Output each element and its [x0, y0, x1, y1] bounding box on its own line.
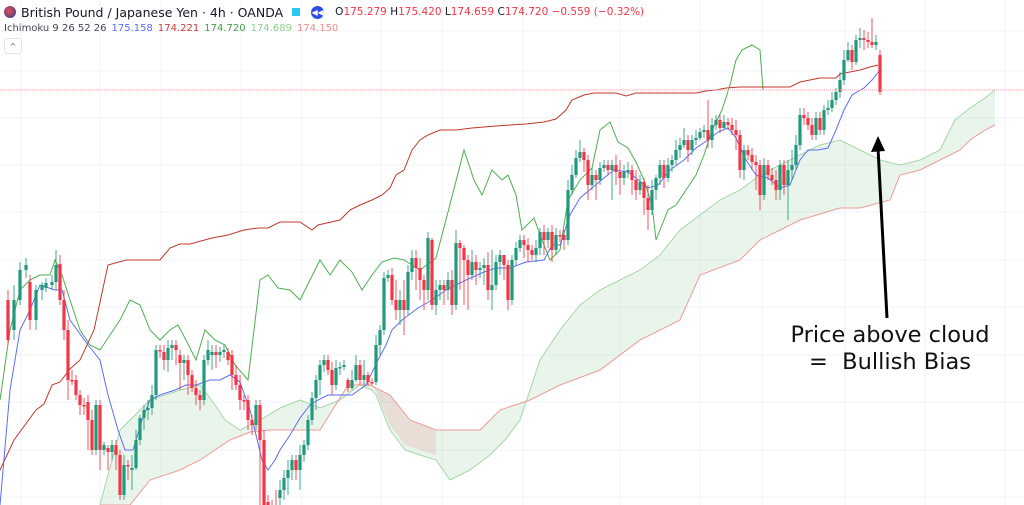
indicator-name[interactable]: Ichimoku 9 26 52 26	[4, 23, 107, 34]
gbpjpy-flag-icon	[4, 6, 16, 18]
annotation-arrow	[871, 136, 889, 319]
ichimoku-lines	[0, 44, 881, 505]
annotation-text: Price above cloud = Bullish Bias	[790, 322, 990, 375]
indicator-row[interactable]: Ichimoku 9 26 52 26 175.158 174.221 174.…	[4, 21, 644, 36]
change-value: −0.559 (−0.32%)	[551, 6, 645, 18]
collapse-legend-button[interactable]: ^	[4, 38, 22, 54]
span-a-value: 174.689	[250, 23, 292, 34]
ichimoku-cloud	[99, 89, 996, 505]
close-value: 174.720	[504, 6, 549, 18]
open-value: 175.279	[343, 6, 387, 18]
replay-rewind-icon[interactable]: ◀◀	[311, 5, 325, 19]
close-label: C	[497, 6, 505, 18]
chart-legend: British Pound / Japanese Yen · 4h · OAND…	[4, 3, 644, 36]
symbol-row: British Pound / Japanese Yen · 4h · OAND…	[4, 3, 644, 21]
low-value: 174.659	[450, 6, 495, 18]
low-label: L	[444, 6, 451, 18]
high-value: 175.420	[398, 6, 442, 18]
candles	[6, 18, 882, 505]
tenkan-value: 175.158	[111, 23, 153, 34]
open-label: O	[335, 6, 344, 18]
span-b-value: 174.150	[296, 23, 339, 34]
chikou-value: 174.720	[204, 23, 246, 34]
ohlc-values: O175.279 H175.420 L174.659 C174.720 −0.5…	[335, 6, 644, 18]
symbol-title[interactable]: British Pound / Japanese Yen · 4h · OAND…	[21, 4, 284, 20]
kijun-value: 174.221	[157, 23, 200, 34]
bookmark-flag-icon[interactable]	[292, 8, 301, 16]
high-label: H	[390, 6, 399, 18]
